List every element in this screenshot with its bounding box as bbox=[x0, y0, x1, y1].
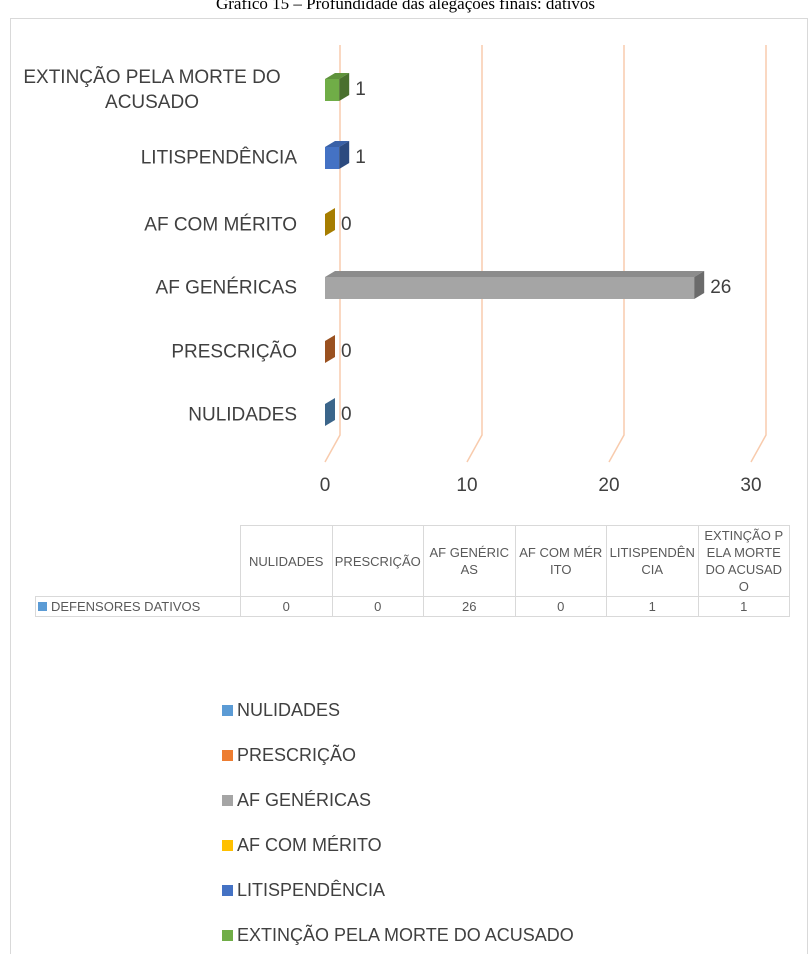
bar-side bbox=[339, 141, 350, 169]
bar bbox=[325, 73, 350, 101]
legend-label: PRESCRIÇÃO bbox=[237, 745, 357, 765]
bar-front bbox=[325, 277, 695, 299]
legend-swatch bbox=[222, 930, 233, 941]
chart-frame bbox=[10, 18, 808, 954]
y-tick-label-box: PRESCRIÇÃO bbox=[7, 340, 297, 365]
table-header: EXTINÇÃO PELA MORTE DO ACUSADO bbox=[697, 525, 790, 597]
bar bbox=[325, 141, 350, 169]
table-cell: 26 bbox=[423, 596, 516, 617]
table-row-label: DEFENSORES DATIVOS bbox=[51, 599, 201, 614]
legend: NULIDADES PRESCRIÇÃO AF GENÉRICAS AF COM MÉ… bbox=[222, 688, 574, 954]
y-tick-label: NULIDADES bbox=[188, 404, 297, 426]
y-tick-label: EXTINÇÃO PELA MORTE DO ACUSADO bbox=[23, 67, 281, 113]
grid-line bbox=[608, 45, 625, 463]
x-tick-label: 0 bbox=[320, 475, 331, 496]
bar-front bbox=[325, 79, 340, 101]
bar-top bbox=[325, 73, 350, 79]
chart-title: Gráfico 15 – Profundidade das alegações … bbox=[215, 0, 596, 13]
bar-side bbox=[325, 208, 335, 236]
legend-label: LITISPENDÊNCIA bbox=[237, 880, 386, 900]
legend-item: EXTINÇÃO PELA MORTE DO ACUSADO bbox=[222, 913, 574, 954]
table-cell: 1 bbox=[697, 596, 790, 617]
table-key bbox=[38, 602, 47, 611]
table-cell: 0 bbox=[331, 596, 424, 617]
legend-swatch bbox=[222, 795, 233, 806]
grid-line bbox=[466, 45, 483, 463]
table-cell: 1 bbox=[606, 596, 699, 617]
legend-swatch bbox=[222, 840, 233, 851]
data-table: NULIDADES PRESCRIÇÃO AF GENÉRICAS AF COM MÉ… bbox=[35, 525, 790, 617]
y-tick-label: PRESCRIÇÃO bbox=[171, 341, 297, 363]
data-label: 0 bbox=[341, 214, 352, 235]
legend-swatch bbox=[222, 885, 233, 896]
y-tick-label-box: AF GENÉRICAS bbox=[7, 276, 297, 301]
table-header-row: NULIDADES PRESCRIÇÃO AF GENÉRICAS AF COM MÉ… bbox=[36, 525, 790, 597]
bar-side bbox=[694, 271, 705, 299]
y-tick-label: LITISPENDÊNCIA bbox=[140, 147, 297, 169]
bar bbox=[325, 271, 705, 299]
table-header: AF GENÉRICAS bbox=[423, 525, 516, 597]
legend-swatch bbox=[222, 705, 233, 716]
table-row: DEFENSORES DATIVOS 0 0 26 0 1 1 bbox=[35, 596, 790, 617]
data-label: 1 bbox=[355, 79, 366, 100]
table-header: NULIDADES bbox=[240, 525, 333, 597]
bar-front bbox=[325, 147, 340, 169]
bar-top bbox=[325, 141, 350, 147]
bar bbox=[325, 208, 335, 236]
bar-top bbox=[325, 271, 705, 277]
data-label: 26 bbox=[710, 277, 731, 298]
y-tick-label-box: EXTINÇÃO PELA MORTE DO ACUSADO bbox=[7, 65, 297, 115]
legend-label: AF GENÉRICAS bbox=[237, 790, 372, 810]
table-header: PRESCRIÇÃO bbox=[331, 525, 424, 597]
legend-label: NULIDADES bbox=[237, 700, 341, 720]
x-tick-label: 30 bbox=[740, 475, 761, 496]
bar-side bbox=[325, 398, 335, 426]
legend-item: PRESCRIÇÃO bbox=[222, 733, 574, 778]
x-tick-label: 10 bbox=[456, 475, 477, 496]
bar bbox=[325, 398, 335, 426]
table-row-header: DEFENSORES DATIVOS bbox=[35, 596, 241, 617]
y-tick-label: AF GENÉRICAS bbox=[155, 277, 297, 299]
plot: 0 10 20 30 0 0 26 0 1 1 bbox=[320, 45, 767, 496]
data-label: 1 bbox=[355, 147, 366, 168]
bar-side bbox=[325, 335, 335, 363]
bar-side bbox=[339, 73, 350, 101]
y-tick-label-box: LITISPENDÊNCIA bbox=[7, 146, 297, 171]
legend-item: AF GENÉRICAS bbox=[222, 778, 574, 823]
y-tick-label: AF COM MÉRITO bbox=[144, 214, 297, 236]
grid-line bbox=[750, 45, 767, 463]
legend-label: AF COM MÉRITO bbox=[237, 835, 382, 855]
y-tick-label-box: AF COM MÉRITO bbox=[7, 213, 297, 238]
table-header: LITISPENDÊNCIA bbox=[606, 525, 699, 597]
table-cell: 0 bbox=[240, 596, 333, 617]
legend-label: EXTINÇÃO PELA MORTE DO ACUSADO bbox=[237, 925, 574, 945]
bar bbox=[325, 335, 335, 363]
table-cell: 0 bbox=[514, 596, 607, 617]
data-label: 0 bbox=[341, 404, 352, 425]
y-tick-label-box: NULIDADES bbox=[7, 403, 297, 428]
table-corner bbox=[36, 526, 241, 597]
x-tick-label: 20 bbox=[598, 475, 619, 496]
grid-line bbox=[324, 45, 341, 463]
data-label: 0 bbox=[341, 341, 352, 362]
legend-item: LITISPENDÊNCIA bbox=[222, 868, 574, 913]
legend-item: AF COM MÉRITO bbox=[222, 823, 574, 868]
legend-item: NULIDADES bbox=[222, 688, 574, 733]
legend-swatch bbox=[222, 750, 233, 761]
table-header: AF COM MÉRITO bbox=[514, 525, 607, 597]
